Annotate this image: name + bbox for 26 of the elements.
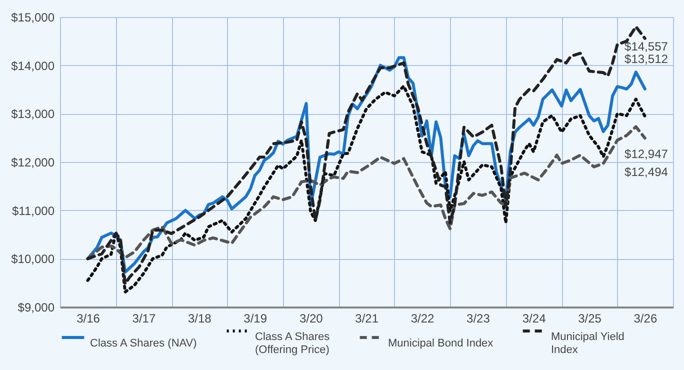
legend-label: Municipal Bond Index bbox=[388, 338, 494, 350]
y-tick-label: $13,000 bbox=[11, 107, 55, 122]
y-tick-label: $14,000 bbox=[11, 58, 55, 73]
x-tick-label: 3/18 bbox=[188, 312, 212, 326]
x-tick-label: 3/26 bbox=[634, 312, 658, 326]
x-tick-label: 3/16 bbox=[76, 312, 100, 326]
x-tick-label: 3/22 bbox=[410, 312, 435, 326]
y-tick-label: $11,000 bbox=[12, 204, 55, 218]
y-tick-label: $9,000 bbox=[18, 300, 55, 314]
x-tick-label: 3/17 bbox=[132, 312, 156, 326]
annotation: $12,947 bbox=[624, 147, 668, 162]
x-tick-label: 3/20 bbox=[299, 312, 324, 326]
legend-label: Class A Shares (Offering Price) bbox=[255, 331, 330, 356]
legend-label: Municipal Yield Index bbox=[551, 331, 624, 356]
annotation: $12,494 bbox=[624, 165, 668, 180]
x-tick-label: 3/19 bbox=[244, 312, 268, 326]
x-tick-label: 3/25 bbox=[578, 312, 602, 326]
legend-label: Class A Shares (NAV) bbox=[90, 338, 197, 350]
y-tick-label: $15,000 bbox=[11, 10, 55, 24]
annotation: $13,512 bbox=[624, 52, 668, 66]
x-tick-label: 3/21 bbox=[355, 312, 379, 326]
x-tick-label: 3/23 bbox=[466, 312, 490, 326]
annotation: $14,557 bbox=[624, 39, 668, 54]
y-tick-label: $10,000 bbox=[11, 252, 55, 266]
x-tick-label: 3/24 bbox=[522, 312, 546, 326]
y-tick-label: $12,000 bbox=[11, 156, 55, 170]
